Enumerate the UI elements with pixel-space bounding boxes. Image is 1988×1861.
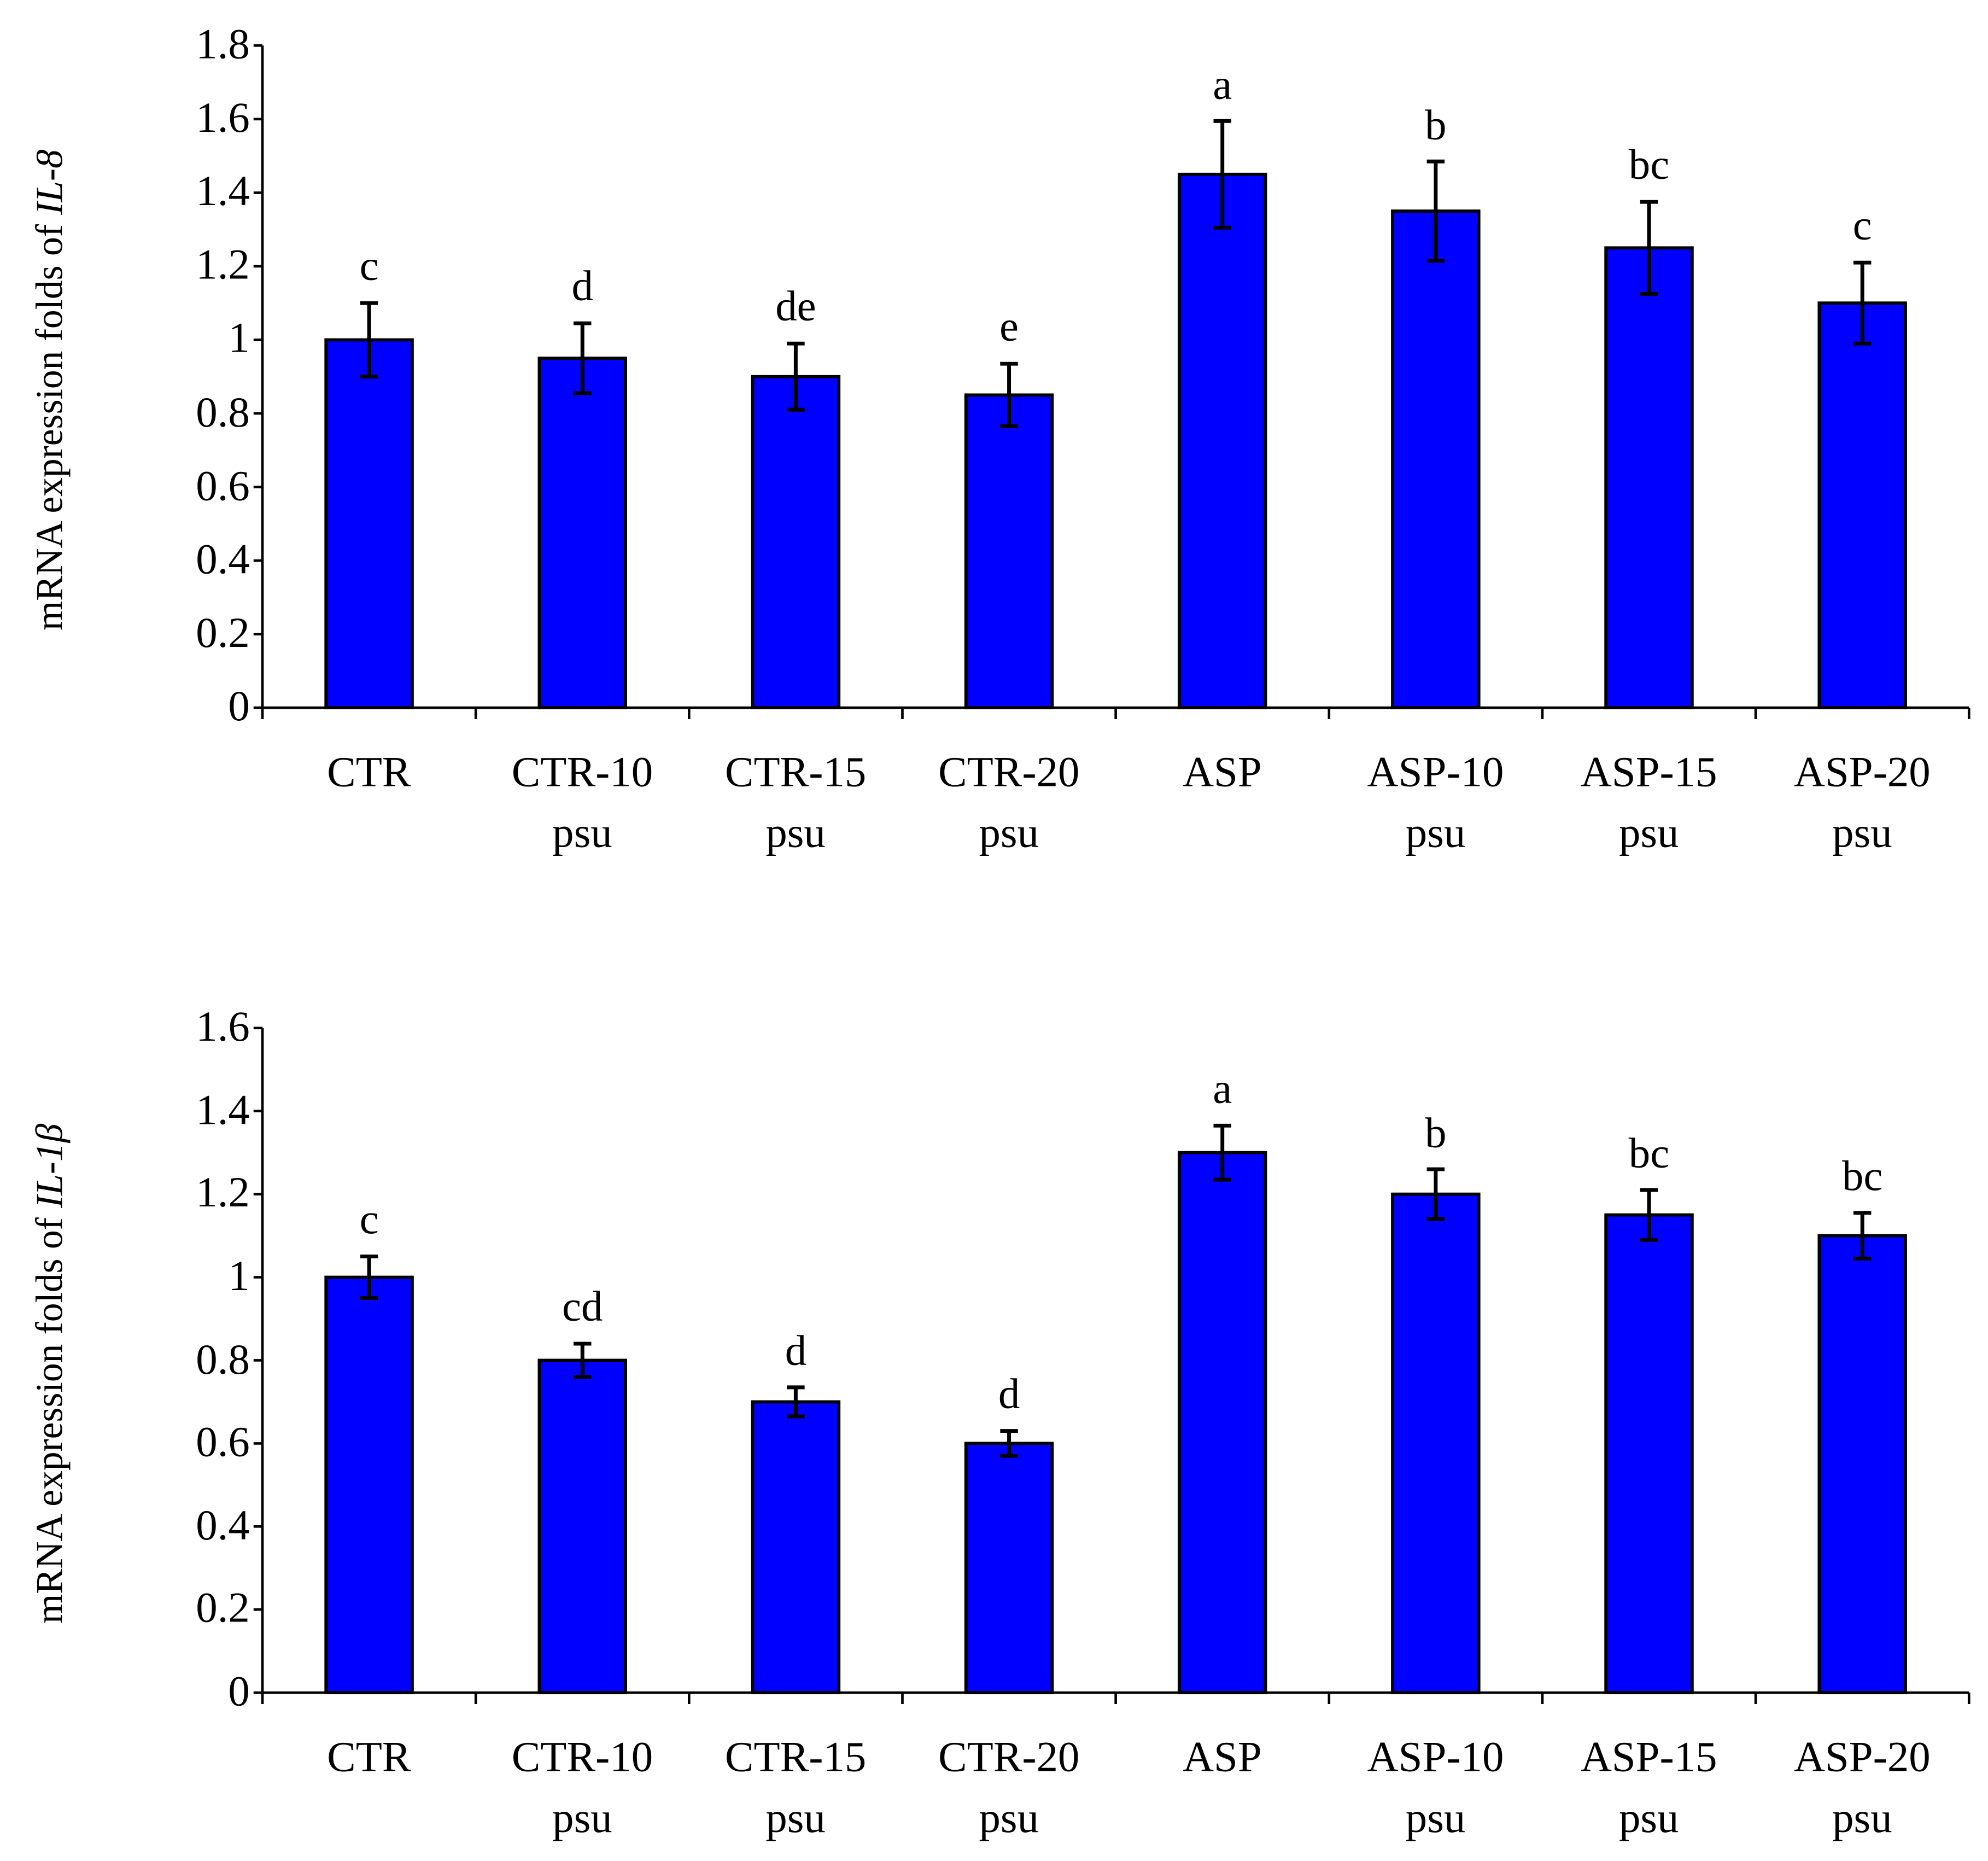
x-tick-label: ASP-20 psu xyxy=(1793,1734,1931,1842)
y-axis-title: mRNA expression folds of IL-8 xyxy=(29,149,72,630)
bar xyxy=(1391,209,1481,709)
x-tick-label: ASP-15 psu xyxy=(1580,749,1717,857)
y-tick-label: 0.4 xyxy=(196,536,250,584)
x-tick-label: CTR-20 psu xyxy=(938,749,1080,857)
bar xyxy=(537,1358,627,1695)
bar xyxy=(1177,1151,1267,1695)
x-tick-label: CTR-15 psu xyxy=(724,749,867,857)
x-tick-label: CTR xyxy=(327,749,411,797)
error-bar xyxy=(1640,1188,1658,1242)
bar xyxy=(1604,1213,1694,1695)
y-tick-label: 0 xyxy=(228,1669,250,1716)
significance-letter: c xyxy=(1852,203,1872,250)
bar xyxy=(1391,1192,1481,1695)
significance-letter: d xyxy=(571,264,593,311)
y-tick-label: 1.4 xyxy=(196,1087,250,1134)
y-axis-title-part: IL-1β xyxy=(29,1123,71,1207)
y-tick-label: 0.4 xyxy=(196,1502,250,1549)
error-bar xyxy=(1000,1429,1018,1458)
error-bar xyxy=(1853,1211,1872,1261)
error-bar xyxy=(1853,260,1872,346)
error-bar xyxy=(787,1385,805,1419)
y-tick-label: 0.2 xyxy=(196,1585,250,1632)
x-tick-label: ASP xyxy=(1183,749,1262,797)
significance-letter: a xyxy=(1213,1066,1232,1113)
significance-letter: a xyxy=(1213,61,1232,109)
significance-letter: bc xyxy=(1628,1130,1670,1177)
bar xyxy=(324,1275,414,1695)
bar xyxy=(751,375,841,709)
bar xyxy=(1817,301,1907,709)
x-tick-label: ASP-20 psu xyxy=(1793,749,1931,857)
x-tick-label: ASP-10 psu xyxy=(1367,1734,1504,1842)
bar xyxy=(1604,246,1694,709)
y-tick-label: 1.4 xyxy=(196,168,250,216)
x-tick-label: ASP-15 psu xyxy=(1580,1734,1717,1842)
y-tick-label: 0.8 xyxy=(196,389,250,436)
significance-letter: d xyxy=(785,1328,807,1375)
x-tick-label: CTR-15 psu xyxy=(724,1734,867,1842)
bar xyxy=(324,338,414,709)
x-tick-label: ASP-10 psu xyxy=(1367,749,1504,857)
error-bar xyxy=(574,1341,592,1379)
bar xyxy=(537,357,627,709)
x-tick-label: CTR-10 psu xyxy=(511,749,653,857)
bar xyxy=(1817,1234,1907,1695)
error-bar xyxy=(1640,200,1658,296)
error-bar xyxy=(1426,1167,1445,1221)
y-axis-title-part: IL-8 xyxy=(29,149,71,214)
y-tick-label: 1 xyxy=(228,316,250,363)
significance-letter: bc xyxy=(1628,142,1670,190)
significance-letter: bc xyxy=(1841,1153,1883,1200)
x-tick-label: ASP xyxy=(1183,1734,1262,1782)
y-tick-label: 1.8 xyxy=(196,21,250,69)
bar xyxy=(964,1442,1054,1695)
error-bar xyxy=(1213,119,1231,230)
y-axis-title-part: mRNA expression folds of xyxy=(29,214,71,630)
x-tick-label: CTR xyxy=(327,1734,411,1782)
significance-letter: c xyxy=(359,243,379,291)
error-bar xyxy=(787,341,805,412)
y-tick-label: 1.6 xyxy=(196,1004,250,1051)
y-tick-label: 1 xyxy=(228,1253,250,1300)
error-bar xyxy=(1213,1123,1231,1182)
x-tick-label: CTR-10 psu xyxy=(511,1734,653,1842)
y-tick-label: 0.8 xyxy=(196,1336,250,1384)
y-axis-title: mRNA expression folds of IL-1β xyxy=(29,1123,72,1623)
significance-letter: de xyxy=(775,284,816,331)
significance-letter: cd xyxy=(562,1284,603,1331)
y-tick-label: 1.2 xyxy=(196,1170,250,1217)
significance-letter: e xyxy=(999,304,1019,352)
significance-letter: b xyxy=(1425,102,1447,149)
y-tick-label: 0.2 xyxy=(196,610,250,657)
y-tick-label: 0.6 xyxy=(196,1419,250,1467)
x-tick-label: CTR-20 psu xyxy=(938,1734,1080,1842)
y-tick-label: 1.6 xyxy=(196,95,250,142)
error-bar xyxy=(1000,361,1018,428)
bar xyxy=(751,1400,841,1695)
y-tick-label: 0.6 xyxy=(196,463,250,510)
y-axis-title-part: mRNA expression folds of xyxy=(29,1207,71,1623)
significance-letter: c xyxy=(359,1197,379,1244)
y-tick-label: 0 xyxy=(228,684,250,731)
error-bar xyxy=(360,1255,378,1300)
error-bar xyxy=(1426,159,1445,263)
bar xyxy=(964,393,1054,709)
y-tick-label: 1.2 xyxy=(196,242,250,289)
error-bar xyxy=(360,301,378,379)
bar xyxy=(1177,172,1267,709)
significance-letter: d xyxy=(998,1371,1020,1419)
significance-letter: b xyxy=(1425,1110,1447,1157)
error-bar xyxy=(574,321,592,395)
